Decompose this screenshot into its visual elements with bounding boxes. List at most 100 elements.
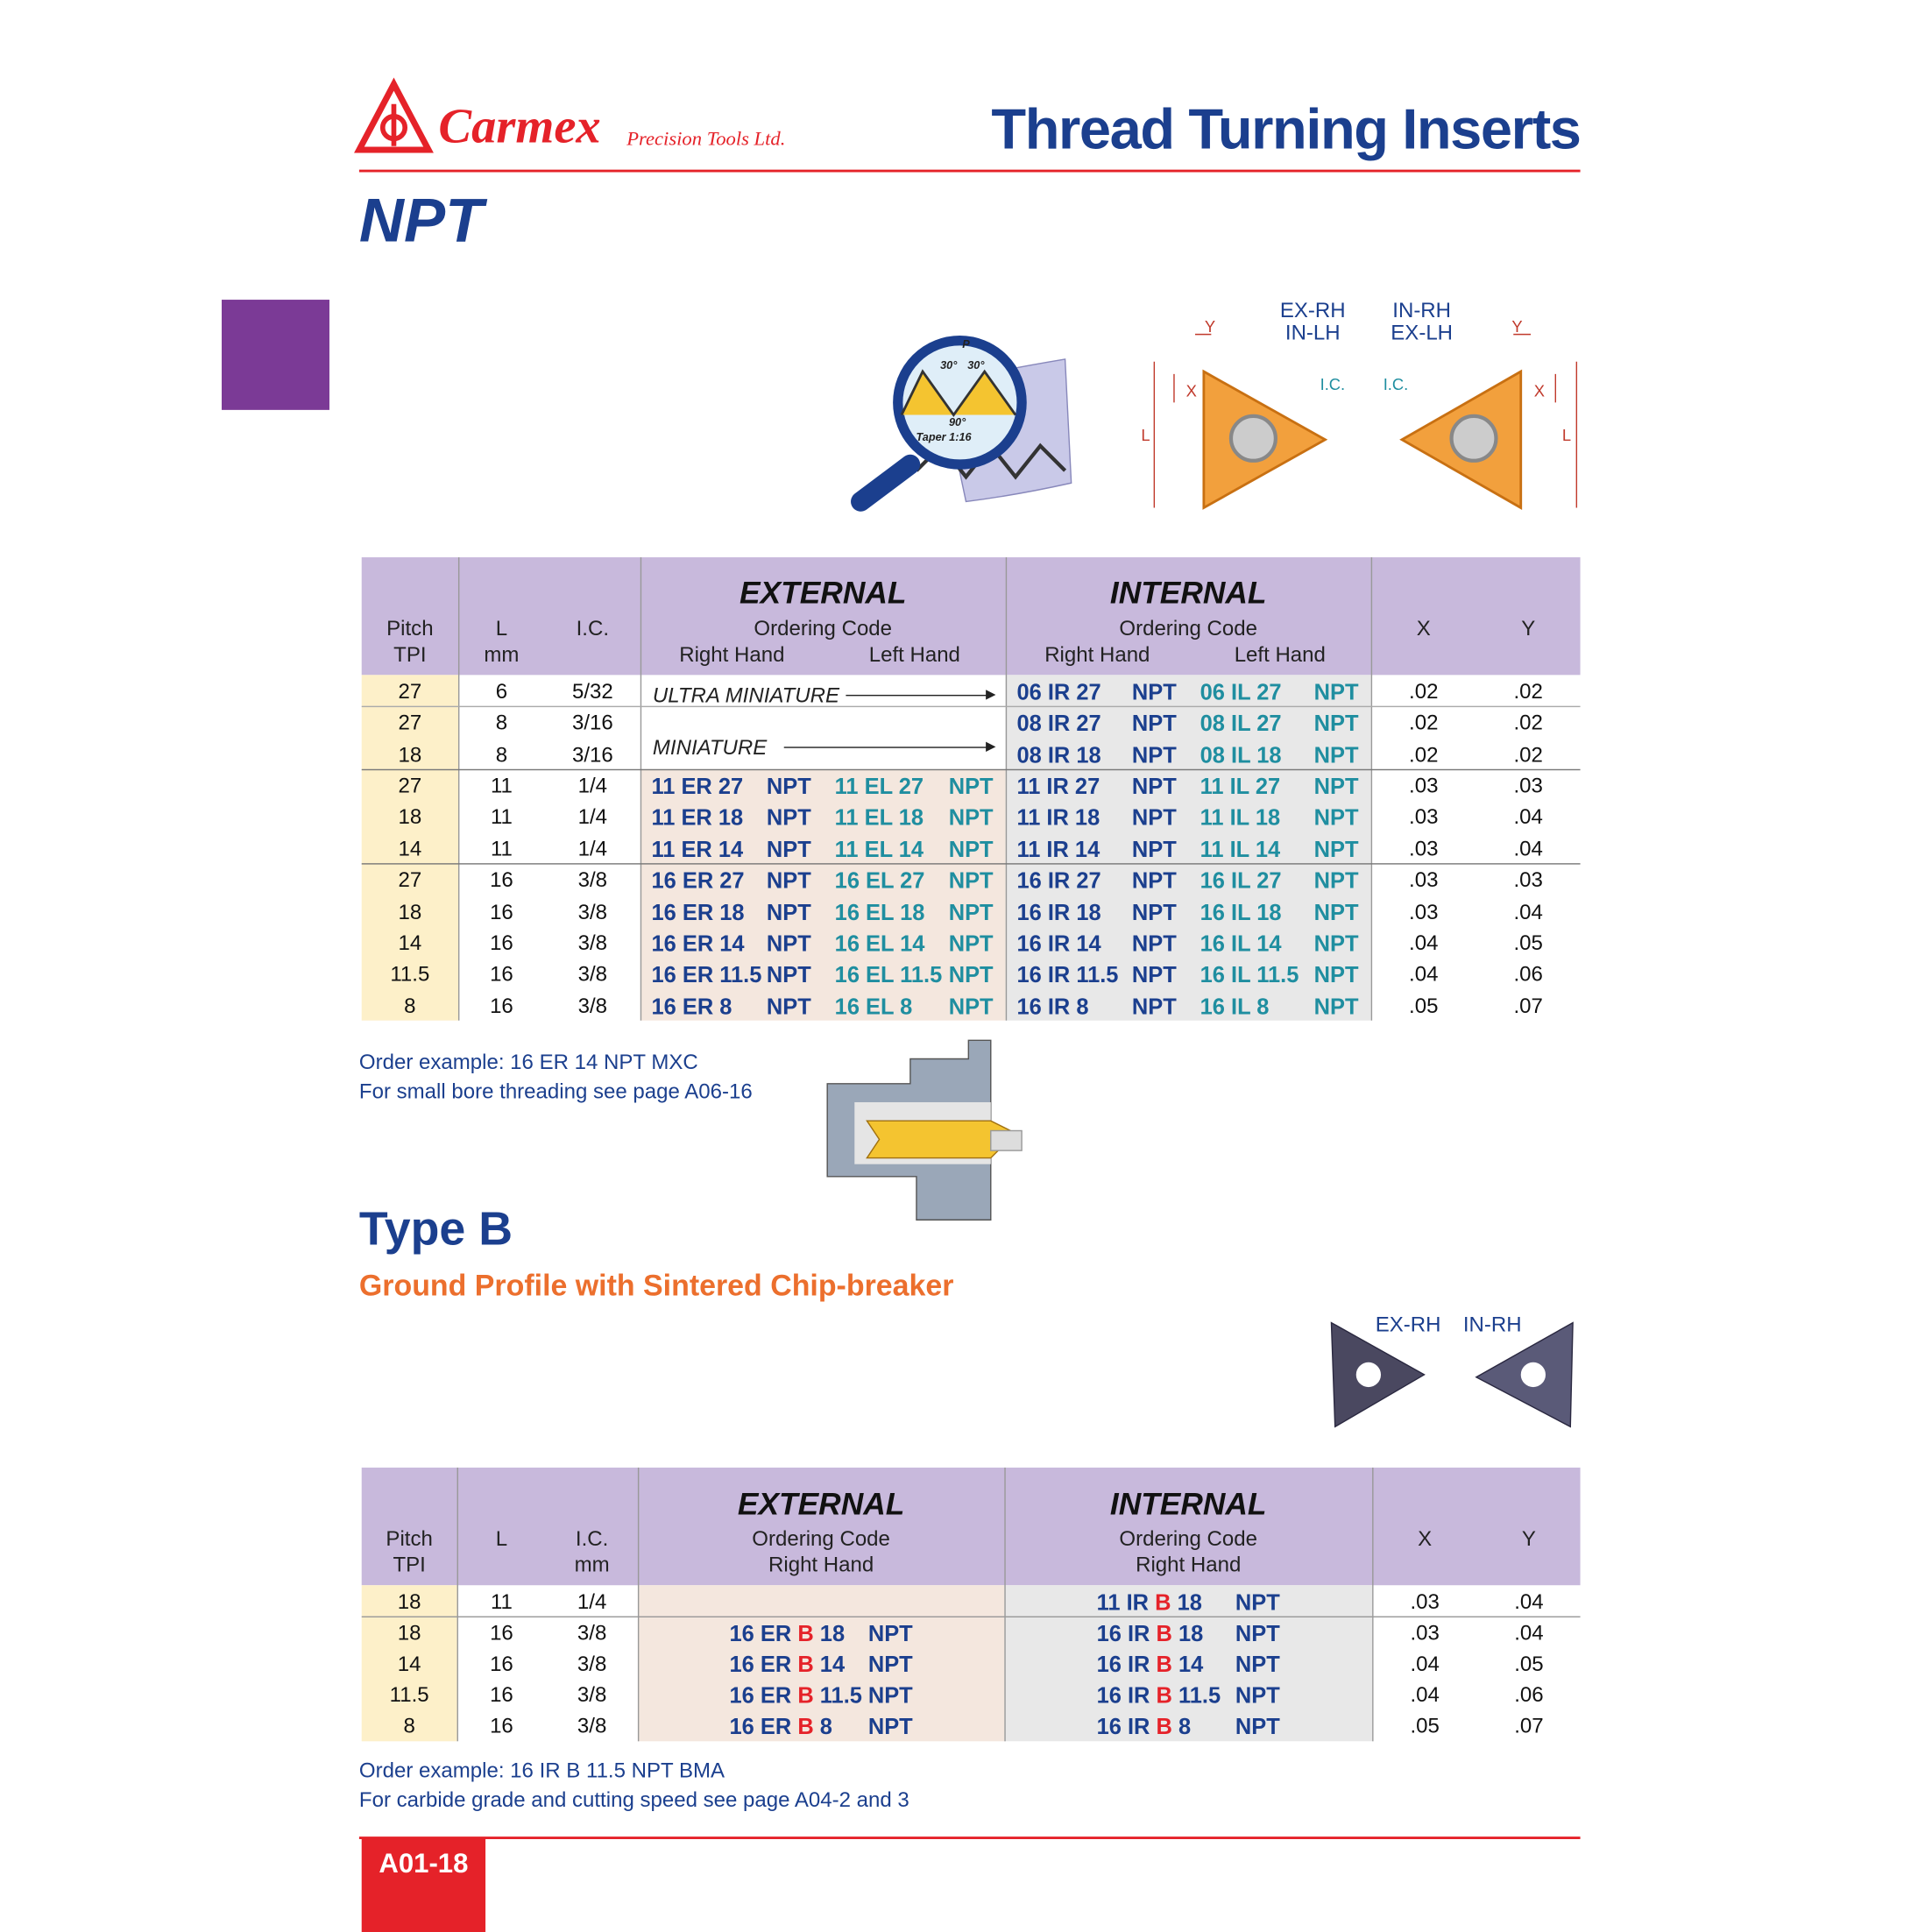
order-code: 16 IR 14 bbox=[1016, 931, 1101, 957]
header-group: INTERNAL bbox=[1109, 1487, 1267, 1523]
code-pitch: 11.5 bbox=[819, 1683, 862, 1709]
code-type: B bbox=[797, 1683, 814, 1709]
order-code: 16 ER 8 bbox=[651, 994, 732, 1019]
order-standard: NPT bbox=[1313, 805, 1359, 831]
x-cell: .03 bbox=[1410, 1620, 1440, 1645]
section-title: Type B bbox=[358, 1203, 513, 1256]
order-code: 16 ER 27 bbox=[651, 867, 745, 894]
ic-cell: 3/8 bbox=[577, 899, 608, 924]
code-pitch: 14 bbox=[1178, 1652, 1204, 1677]
code-prefix: 16 ER bbox=[729, 1683, 792, 1709]
code-type: B bbox=[1156, 1620, 1172, 1646]
type-b-photos bbox=[1330, 1321, 1574, 1428]
header-cell: L bbox=[495, 1526, 508, 1551]
header-cell: Right Hand bbox=[679, 642, 785, 667]
x-cell: .04 bbox=[1410, 1683, 1440, 1708]
header-cell: I.C. bbox=[576, 616, 610, 640]
order-standard: NPT bbox=[766, 805, 811, 831]
ic-cell: 5/32 bbox=[571, 679, 613, 704]
pitch-cell: 18 bbox=[397, 1620, 421, 1645]
order-code: 16 EL 14 bbox=[834, 931, 925, 957]
header-cell: Pitch bbox=[386, 616, 434, 640]
header-cell: X bbox=[1416, 616, 1431, 640]
order-standard: NPT bbox=[1131, 742, 1177, 768]
code-type: B bbox=[797, 1652, 814, 1677]
l-cell: 16 bbox=[490, 1683, 513, 1708]
order-standard: NPT bbox=[1131, 899, 1177, 925]
order-standard: NPT bbox=[1313, 711, 1359, 736]
order-standard: NPT bbox=[948, 805, 994, 831]
table-header bbox=[361, 1467, 1581, 1586]
code-pitch: 8 bbox=[1178, 1714, 1192, 1740]
range-note: ULTRA MINIATURE bbox=[652, 683, 840, 708]
order-standard: NPT bbox=[1313, 742, 1359, 768]
section-tab bbox=[222, 300, 329, 410]
header-cell: L bbox=[495, 616, 508, 640]
order-code: 16 IL 11.5 bbox=[1200, 962, 1299, 987]
hand-label: IN-LH bbox=[1285, 321, 1341, 344]
order-code: 16 IR 11.5 bbox=[1016, 962, 1119, 987]
bore-illustration bbox=[826, 1039, 1023, 1221]
order-code: 11 ER 27 bbox=[651, 774, 744, 799]
x-cell: .03 bbox=[1409, 805, 1439, 830]
y-cell: .04 bbox=[1514, 1620, 1544, 1645]
y-cell: .04 bbox=[1513, 837, 1543, 860]
page-title: Thread Turning Inserts bbox=[991, 96, 1582, 161]
order-standard: NPT bbox=[766, 962, 811, 987]
order-code: 11 IR 14 bbox=[1016, 837, 1100, 862]
y-cell: .02 bbox=[1513, 742, 1543, 767]
l-cell: 11 bbox=[490, 774, 513, 798]
magnifier-labels: P 30° 30° 90° Taper 1:16 bbox=[916, 337, 985, 443]
order-code: 11 EL 27 bbox=[834, 774, 924, 799]
order-code: 06 IR 27 bbox=[1016, 679, 1101, 704]
order-standard: NPT bbox=[948, 837, 994, 862]
order-code: 11 EL 18 bbox=[834, 805, 924, 831]
ic-cell: 1/4 bbox=[577, 774, 608, 798]
order-code: 16 ER B 11.5 bbox=[730, 1682, 862, 1709]
order-standard: NPT bbox=[1131, 962, 1177, 987]
l-cell: 16 bbox=[490, 1620, 513, 1645]
code-type: B bbox=[1155, 1589, 1171, 1615]
x-cell: .03 bbox=[1409, 837, 1439, 860]
section-subtitle: Ground Profile with Sintered Chip-breake… bbox=[358, 1269, 954, 1303]
note: For carbide grade and cutting speed see … bbox=[358, 1788, 909, 1812]
order-standard: NPT bbox=[766, 994, 811, 1019]
y-cell: .03 bbox=[1513, 774, 1543, 798]
order-code: 16 EL 18 bbox=[834, 899, 925, 925]
code-prefix: 16 IR bbox=[1096, 1620, 1150, 1646]
order-standard: NPT bbox=[1313, 837, 1359, 862]
order-standard: NPT bbox=[948, 899, 994, 925]
header-cell: Left Hand bbox=[868, 642, 960, 667]
y-cell: .05 bbox=[1513, 931, 1543, 955]
code-prefix: 16 ER bbox=[729, 1652, 792, 1677]
x-cell: .03 bbox=[1409, 774, 1439, 798]
ic-cell: 3/8 bbox=[577, 867, 608, 892]
x-cell: .04 bbox=[1409, 962, 1439, 987]
dim-label: I.C. bbox=[1320, 375, 1346, 393]
order-standard: NPT bbox=[1235, 1714, 1280, 1740]
header-cell: Ordering Code bbox=[752, 1526, 890, 1551]
pitch-cell: 27 bbox=[398, 774, 422, 798]
header-cell: Right Hand bbox=[1044, 642, 1150, 667]
order-code: 16 IL 8 bbox=[1200, 994, 1270, 1019]
pitch-label: P bbox=[962, 337, 970, 350]
pitch-cell: 18 bbox=[398, 742, 422, 767]
dim-label: I.C. bbox=[1384, 375, 1409, 393]
x-cell: .03 bbox=[1410, 1589, 1440, 1614]
code-pitch: 11.5 bbox=[1178, 1683, 1221, 1709]
note: For small bore threading see page A06-16 bbox=[358, 1079, 753, 1104]
pitch-cell: 27 bbox=[398, 679, 422, 704]
pitch-cell: 14 bbox=[397, 1652, 421, 1676]
header-cell: Right Hand bbox=[1136, 1553, 1242, 1577]
code-prefix: 16 IR bbox=[1096, 1714, 1150, 1740]
code-pitch: 18 bbox=[1177, 1589, 1202, 1615]
order-code: 06 IL 27 bbox=[1200, 679, 1282, 704]
order-code: 11 EL 14 bbox=[834, 837, 924, 862]
order-code: 11 ER 18 bbox=[651, 805, 744, 831]
column-rule bbox=[457, 557, 460, 1022]
pitch-cell: 18 bbox=[398, 899, 422, 924]
insert-diagram-left bbox=[1153, 333, 1328, 510]
order-code: 16 IL 27 bbox=[1200, 867, 1282, 894]
code-prefix: 16 ER bbox=[729, 1714, 792, 1740]
